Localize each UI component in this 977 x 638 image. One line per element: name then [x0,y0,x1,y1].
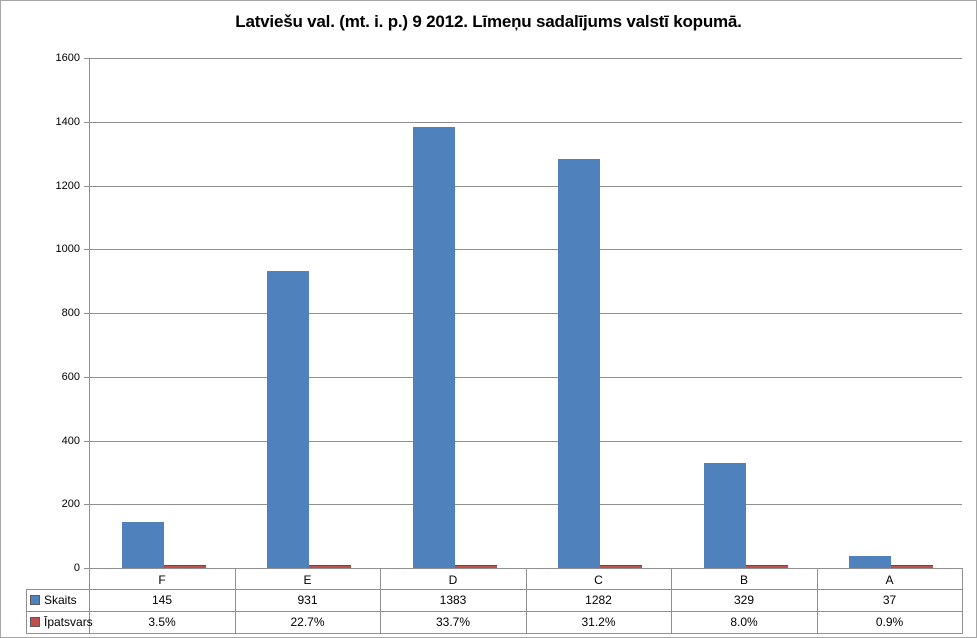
y-axis-tick [84,441,89,442]
bar-skaits-A [849,556,891,568]
table-column-line [235,568,236,633]
gridline [89,504,962,505]
y-axis-tick [84,377,89,378]
y-axis-tick [84,568,89,569]
table-cell-skaits-E: 931 [297,593,318,607]
y-axis-tick [84,504,89,505]
bar-skaits-D [413,127,455,568]
bar-skaits-C [558,159,600,568]
y-axis-tick [84,58,89,59]
bar-skaits-B [704,463,746,568]
table-cell-ipatsvars-E: 22.7% [290,615,325,629]
table-cell-ipatsvars-C: 31.2% [581,615,616,629]
table-horizontal-line [26,633,963,634]
gridline [89,122,962,123]
table-row-label-skaits: Skaits [44,593,77,607]
table-horizontal-line [26,589,963,590]
table-horizontal-line [26,611,963,612]
legend-key-patsvars-icon [30,617,40,627]
x-axis-line [89,568,962,569]
gridline [89,186,962,187]
category-header-B: B [739,573,748,587]
table-cell-skaits-F: 145 [151,593,173,607]
category-header-A: A [885,573,894,587]
table-cell-skaits-A: 37 [882,593,897,607]
table-cell-skaits-B: 329 [733,593,755,607]
y-axis-label: 400 [61,435,80,447]
bar-īpatsvars-F [164,565,206,568]
y-axis-tick [84,122,89,123]
table-row-label-patsvars: Īpatsvars [44,615,93,629]
table-cell-skaits-D: 1383 [439,593,467,607]
y-axis-label: 1400 [55,116,80,128]
y-axis-tick [84,249,89,250]
table-cell-ipatsvars-D: 33.7% [435,615,471,629]
category-header-C: C [594,573,603,587]
category-header-E: E [303,573,312,587]
y-axis-label: 800 [61,307,80,319]
bar-īpatsvars-E [309,565,351,568]
gridline [89,441,962,442]
y-axis-label: 1000 [55,243,80,255]
bar-īpatsvars-C [600,565,642,568]
table-cell-skaits-C: 1282 [585,593,612,607]
table-cell-ipatsvars-B: 8.0% [730,615,758,629]
gridline [89,313,962,314]
table-column-line [380,568,381,633]
gridline [89,249,962,250]
bar-skaits-F [122,522,164,568]
gridline [89,377,962,378]
chart-title: Latviešu val. (mt. i. p.) 9 2012. Līmeņu… [235,12,742,31]
gridline [89,58,962,59]
bar-īpatsvars-A [891,565,933,568]
bar-skaits-E [267,271,309,568]
y-axis-label: 1200 [55,180,80,192]
y-axis-line [89,58,90,633]
table-column-line [962,568,963,633]
y-axis-label: 1600 [55,52,80,64]
category-header-F: F [158,573,166,587]
bar-īpatsvars-D [455,565,497,568]
y-axis-tick [84,313,89,314]
y-axis-label: 0 [73,562,80,574]
table-column-line [671,568,672,633]
table-column-line [526,568,527,633]
table-cell-ipatsvars-F: 3.5% [148,615,176,629]
y-axis-tick [84,186,89,187]
table-cell-ipatsvars-A: 0.9% [875,615,904,629]
table-column-line [817,568,818,633]
y-axis-label: 600 [61,371,80,383]
y-axis-label: 200 [61,498,80,510]
category-header-D: D [448,573,458,587]
table-left-border [26,589,27,633]
legend-key-skaits-icon [30,595,40,605]
bar-īpatsvars-B [746,565,788,568]
